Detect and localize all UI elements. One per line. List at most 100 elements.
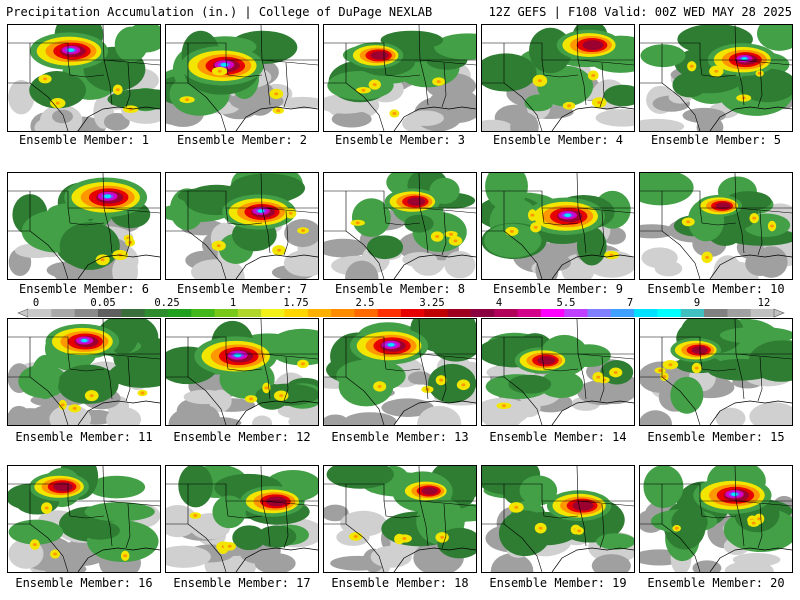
state-border <box>419 353 476 360</box>
state-border <box>482 42 634 61</box>
moderate-precip-area <box>643 466 684 509</box>
moderate-precip-area <box>519 475 558 506</box>
state-border <box>441 62 447 108</box>
state-border <box>577 500 634 507</box>
precip-field <box>166 25 318 131</box>
state-border <box>187 376 227 425</box>
ensemble-member-map <box>639 318 793 426</box>
state-border <box>441 356 447 402</box>
state-border <box>699 59 737 78</box>
state-border <box>735 500 792 507</box>
state-border <box>418 466 429 547</box>
ensemble-member-label: Ensemble Member: 14 <box>489 430 627 444</box>
state-border <box>345 523 385 572</box>
state-border <box>187 523 227 572</box>
state-border <box>187 230 227 279</box>
state-border <box>102 319 113 400</box>
ensemble-member-label: Ensemble Member: 20 <box>647 576 785 590</box>
convective-cell-core <box>249 397 254 401</box>
precip-field <box>324 466 476 572</box>
state-border <box>541 353 579 372</box>
state-border <box>225 59 263 78</box>
state-border <box>225 207 263 226</box>
state-border <box>225 353 263 372</box>
moderate-precip-area <box>57 364 119 405</box>
coastline <box>709 254 792 279</box>
convective-cell-core <box>361 88 366 92</box>
convective-cell-core <box>43 77 48 81</box>
colorbar-swatch <box>610 309 635 317</box>
state-border <box>29 376 69 425</box>
coastline <box>77 400 160 425</box>
colorbar-swatch <box>470 309 495 317</box>
light-precip-area <box>640 118 685 131</box>
ensemble-member-map <box>7 24 161 132</box>
light-precip-area <box>732 552 781 567</box>
state-border <box>260 25 271 106</box>
colorbar-swatch <box>704 309 728 317</box>
state-border <box>345 230 385 279</box>
state-border <box>482 336 634 355</box>
convective-cell-core <box>752 216 757 220</box>
convective-cell-core <box>537 79 542 83</box>
ensemble-member-map <box>639 465 793 573</box>
moderate-precip-area <box>404 214 434 233</box>
colorbar-swatch <box>494 309 519 317</box>
colorbar-swatch <box>307 309 332 317</box>
ensemble-member-map <box>165 172 319 280</box>
state-border <box>67 207 105 226</box>
state-border <box>734 466 745 547</box>
ensemble-member-label: Ensemble Member: 1 <box>18 133 150 147</box>
precip-field <box>640 319 792 425</box>
state-border <box>735 207 792 214</box>
state-border <box>541 59 579 78</box>
precip-field <box>324 173 476 279</box>
coastline <box>393 547 476 572</box>
light-precip-area <box>331 110 372 128</box>
light-precip-area <box>402 252 438 268</box>
convective-cell-core <box>100 258 105 262</box>
state-border <box>503 82 543 131</box>
light-precip-area <box>324 238 370 258</box>
colorbar-swatch <box>657 309 682 317</box>
convective-cell-core <box>44 506 49 510</box>
light-precip-area <box>8 405 30 425</box>
ensemble-member-label: Ensemble Member: 18 <box>331 576 469 590</box>
coastline <box>709 547 792 572</box>
state-border <box>541 207 579 226</box>
precip-core-cyan <box>81 338 88 343</box>
state-border <box>67 353 105 372</box>
state-border <box>260 319 271 400</box>
precip-field <box>324 25 476 131</box>
convective-cell-core <box>274 92 279 96</box>
colorbar-min-arrow <box>17 308 29 318</box>
moderate-precip-area <box>719 326 792 344</box>
moderate-precip-area <box>178 466 213 508</box>
ensemble-member-map <box>7 465 161 573</box>
moderate-precip-area <box>433 33 476 60</box>
coastline <box>551 400 634 425</box>
convective-cell-core <box>461 383 466 387</box>
state-border <box>261 353 318 360</box>
state-border <box>640 483 792 502</box>
convective-cell-core <box>694 366 699 370</box>
state-border <box>125 62 131 108</box>
state-border <box>599 503 605 549</box>
light-precip-area <box>183 389 226 405</box>
light-precip-area <box>417 405 462 425</box>
state-border <box>383 207 421 226</box>
precip-field <box>482 466 634 572</box>
map-title: Precipitation Accumulation (in.) | Colle… <box>6 5 433 19</box>
ensemble-member-label: Ensemble Member: 4 <box>492 133 624 147</box>
colorbar-swatch <box>74 309 99 317</box>
state-border <box>324 483 476 502</box>
convective-cell-core <box>301 229 306 233</box>
light-precip-area <box>715 407 746 425</box>
precip-core-darkred <box>421 487 439 495</box>
colorbar-swatch <box>587 309 612 317</box>
state-border <box>8 42 160 61</box>
state-border <box>102 25 113 106</box>
state-border <box>166 42 318 61</box>
ensemble-member-label: Ensemble Member: 15 <box>647 430 785 444</box>
light-precip-area <box>640 410 672 425</box>
